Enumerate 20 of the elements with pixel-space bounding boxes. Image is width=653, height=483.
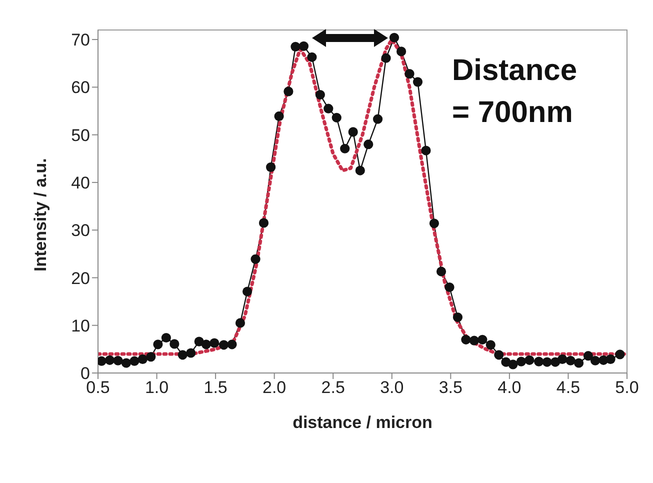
annotation: Distance = 700nm (452, 53, 578, 131)
x-tick-label: 4.0 (498, 378, 522, 398)
y-tick-label: 30 (71, 221, 90, 240)
y-tick-label: 50 (71, 126, 90, 145)
x-tick-label: 3.0 (380, 378, 404, 398)
x-tick-label: 1.0 (144, 378, 169, 398)
x-tick-label: 4.5 (556, 378, 580, 398)
x-tick-label: 2.5 (321, 378, 345, 398)
x-tick-label: 0.5 (86, 378, 110, 398)
y-tick-label: 60 (71, 78, 90, 98)
y-tick-label: 40 (71, 173, 90, 192)
y-tick-label: 20 (71, 268, 90, 288)
y-tick-label: 70 (71, 30, 90, 50)
y-axis-title: Intensity / a.u. (31, 158, 50, 272)
x-tick-label: 2.0 (262, 378, 286, 398)
x-tick-label: 1.5 (204, 378, 228, 398)
x-axis-title: distance / micron (292, 413, 432, 432)
x-tick-label: 3.5 (438, 378, 462, 398)
x-tick-label: 5.0 (615, 378, 639, 398)
y-tick-label: 10 (71, 316, 90, 336)
